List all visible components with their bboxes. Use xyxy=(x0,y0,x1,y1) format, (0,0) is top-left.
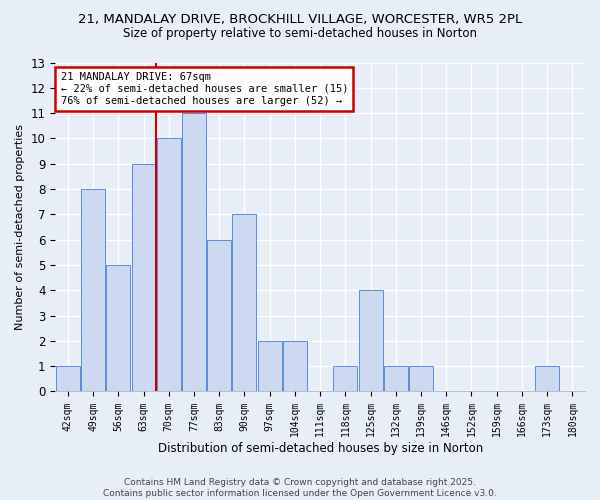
Bar xyxy=(283,341,307,392)
Bar xyxy=(232,214,256,392)
Bar xyxy=(207,240,231,392)
Bar xyxy=(359,290,383,392)
Bar xyxy=(384,366,408,392)
Bar xyxy=(157,138,181,392)
Bar xyxy=(81,189,105,392)
Text: Size of property relative to semi-detached houses in Norton: Size of property relative to semi-detach… xyxy=(123,28,477,40)
Text: 21 MANDALAY DRIVE: 67sqm
← 22% of semi-detached houses are smaller (15)
76% of s: 21 MANDALAY DRIVE: 67sqm ← 22% of semi-d… xyxy=(61,72,348,106)
Bar xyxy=(106,265,130,392)
X-axis label: Distribution of semi-detached houses by size in Norton: Distribution of semi-detached houses by … xyxy=(158,442,483,455)
Bar xyxy=(182,113,206,392)
Bar xyxy=(535,366,559,392)
Bar xyxy=(56,366,80,392)
Y-axis label: Number of semi-detached properties: Number of semi-detached properties xyxy=(15,124,25,330)
Text: Contains HM Land Registry data © Crown copyright and database right 2025.
Contai: Contains HM Land Registry data © Crown c… xyxy=(103,478,497,498)
Text: 21, MANDALAY DRIVE, BROCKHILL VILLAGE, WORCESTER, WR5 2PL: 21, MANDALAY DRIVE, BROCKHILL VILLAGE, W… xyxy=(78,12,522,26)
Bar xyxy=(258,341,281,392)
Bar xyxy=(131,164,155,392)
Bar xyxy=(334,366,358,392)
Bar xyxy=(409,366,433,392)
